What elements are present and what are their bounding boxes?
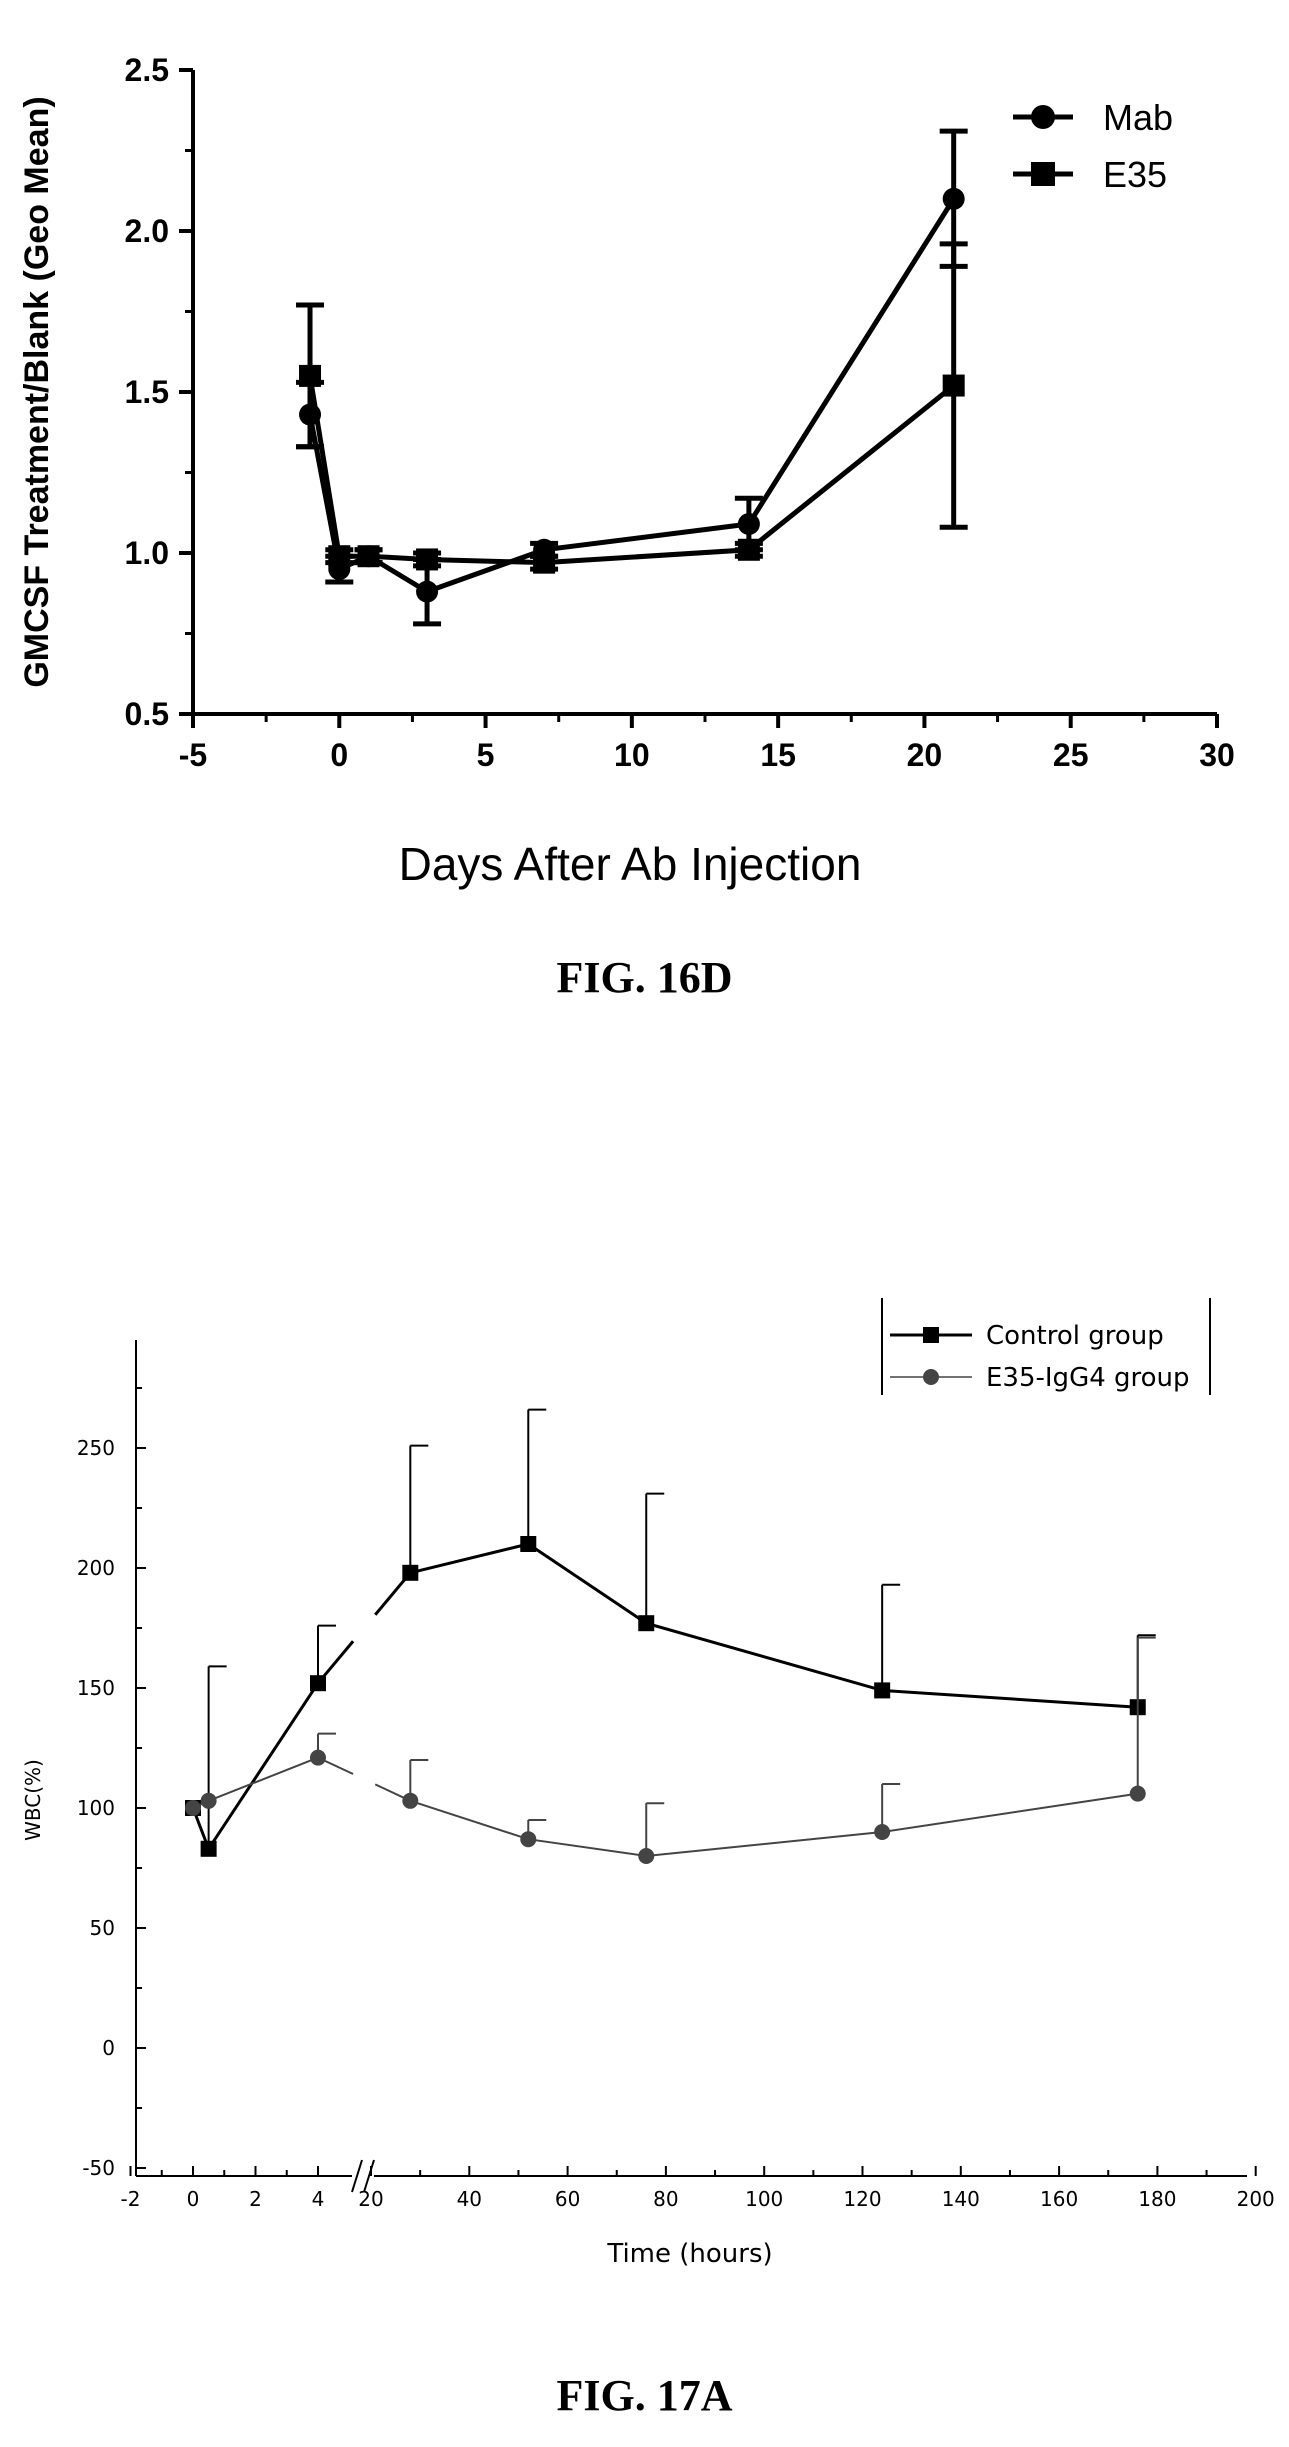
data-point [357, 545, 380, 568]
axis-break-mark [363, 2159, 375, 2193]
fig16d-plot: 0.5 1.0 1.5 2.0 2.5 -5 0 5 10 15 20 25 30 GMCSF Treat… [18, 52, 1235, 890]
data-point [638, 1615, 655, 1632]
x-tick-label: 25 [1053, 737, 1089, 773]
data-point [328, 545, 351, 568]
data-point [200, 1792, 217, 1809]
y-tick-label: 1.5 [125, 374, 169, 410]
x-tick-label: 200 [1237, 2187, 1275, 2211]
x-tick-label: 180 [1138, 2187, 1176, 2211]
x-tick-label: 30 [1199, 737, 1235, 773]
legend-label: E35-IgG4 group [986, 1363, 1190, 1393]
data-point [638, 1848, 655, 1864]
fig17a-caption: FIG. 17A [556, 2371, 733, 2420]
data-point [1129, 1785, 1146, 1802]
y-tick-label: 2.5 [125, 52, 169, 88]
x-tick-label: 120 [843, 2187, 881, 2211]
legend-marker [923, 1327, 939, 1343]
x-tick-label: 0 [187, 2187, 200, 2211]
x-tick-label: 160 [1040, 2187, 1078, 2211]
x-tick-label: 4 [312, 2187, 325, 2211]
series-line [409, 1542, 1138, 1709]
legend-label: E35 [1103, 154, 1167, 195]
legend-label: Control group [986, 1321, 1164, 1351]
data-point [520, 1536, 537, 1552]
data-point [310, 1749, 326, 1766]
data-point [416, 548, 439, 571]
data-point [310, 1675, 326, 1692]
y-tick-label: 50 [90, 1916, 115, 1940]
x-tick-label: 20 [358, 2187, 383, 2211]
series-e35 [296, 241, 968, 574]
data-point [737, 513, 760, 536]
x-tick-label: 60 [555, 2187, 580, 2211]
x-axis-label: Time (hours) [606, 2239, 772, 2269]
y-tick-label: 150 [77, 1676, 115, 1700]
legend: Mab E35 [1013, 97, 1173, 195]
x-tick-label: 15 [760, 737, 796, 773]
data-point [520, 1831, 537, 1848]
y-tick-label: 100 [77, 1796, 115, 1820]
fig16d-caption: FIG. 16D [556, 953, 733, 1002]
legend-marker [923, 1369, 939, 1385]
data-point [737, 538, 760, 561]
y-tick-label: 1.0 [125, 535, 169, 571]
legend: Control group E35-IgG4 group [881, 1298, 1211, 1395]
x-tick-label: -2 [121, 2187, 141, 2211]
data-point [942, 374, 965, 397]
x-tick-label: -5 [179, 737, 207, 773]
x-tick-label: 2 [249, 2187, 262, 2211]
axis-break-mark [351, 2159, 363, 2193]
x-tick-label: 100 [745, 2187, 783, 2211]
y-tick-label: 2.0 [125, 213, 169, 249]
x-tick-label: 80 [653, 2187, 678, 2211]
y-tick-label: 0 [102, 2036, 115, 2060]
y-tick-label: 200 [77, 1556, 115, 1580]
y-tick-label: 0.5 [125, 696, 169, 732]
series-line [410, 1792, 1138, 1858]
x-tick-label: 140 [942, 2187, 980, 2211]
data-point [299, 364, 322, 387]
data-point [185, 1800, 201, 1816]
x-tick-label: 0 [330, 737, 348, 773]
data-point [874, 1824, 891, 1840]
legend-marker [1031, 105, 1055, 129]
y-tick-label: 250 [77, 1436, 115, 1460]
x-tick-label: 10 [614, 737, 650, 773]
data-point [200, 1840, 217, 1857]
data-point [942, 187, 965, 210]
legend-label: Mab [1103, 97, 1173, 138]
x-tick-label: 5 [477, 737, 495, 773]
y-tick-label: -50 [82, 2156, 115, 2180]
x-tick-label: 20 [907, 737, 943, 773]
fig16d-chart: 0.5 1.0 1.5 2.0 2.5 -5 0 5 10 15 20 25 30 GMCSF Treat… [18, 52, 1235, 890]
y-axis-label: GMCSF Treatment/Blank (Geo Mean) [18, 96, 56, 687]
legend-marker [1031, 162, 1055, 186]
data-point [402, 1792, 419, 1809]
fig17a-plot: -50 0 50 100 150 200 250 -2 0 2 4 20 40 60 80 100 120 140… [21, 1298, 1275, 2269]
data-point [402, 1564, 419, 1581]
x-tick-label: 40 [457, 2187, 482, 2211]
series-e35-igg4-group [185, 1636, 1156, 1864]
y-axis-label: WBC(%) [21, 1759, 45, 1841]
data-point [533, 551, 556, 574]
data-point [416, 580, 439, 603]
series-control-group [185, 1408, 1156, 1857]
data-point [874, 1682, 891, 1699]
x-axis-label: Days After Ab Injection [399, 838, 862, 890]
